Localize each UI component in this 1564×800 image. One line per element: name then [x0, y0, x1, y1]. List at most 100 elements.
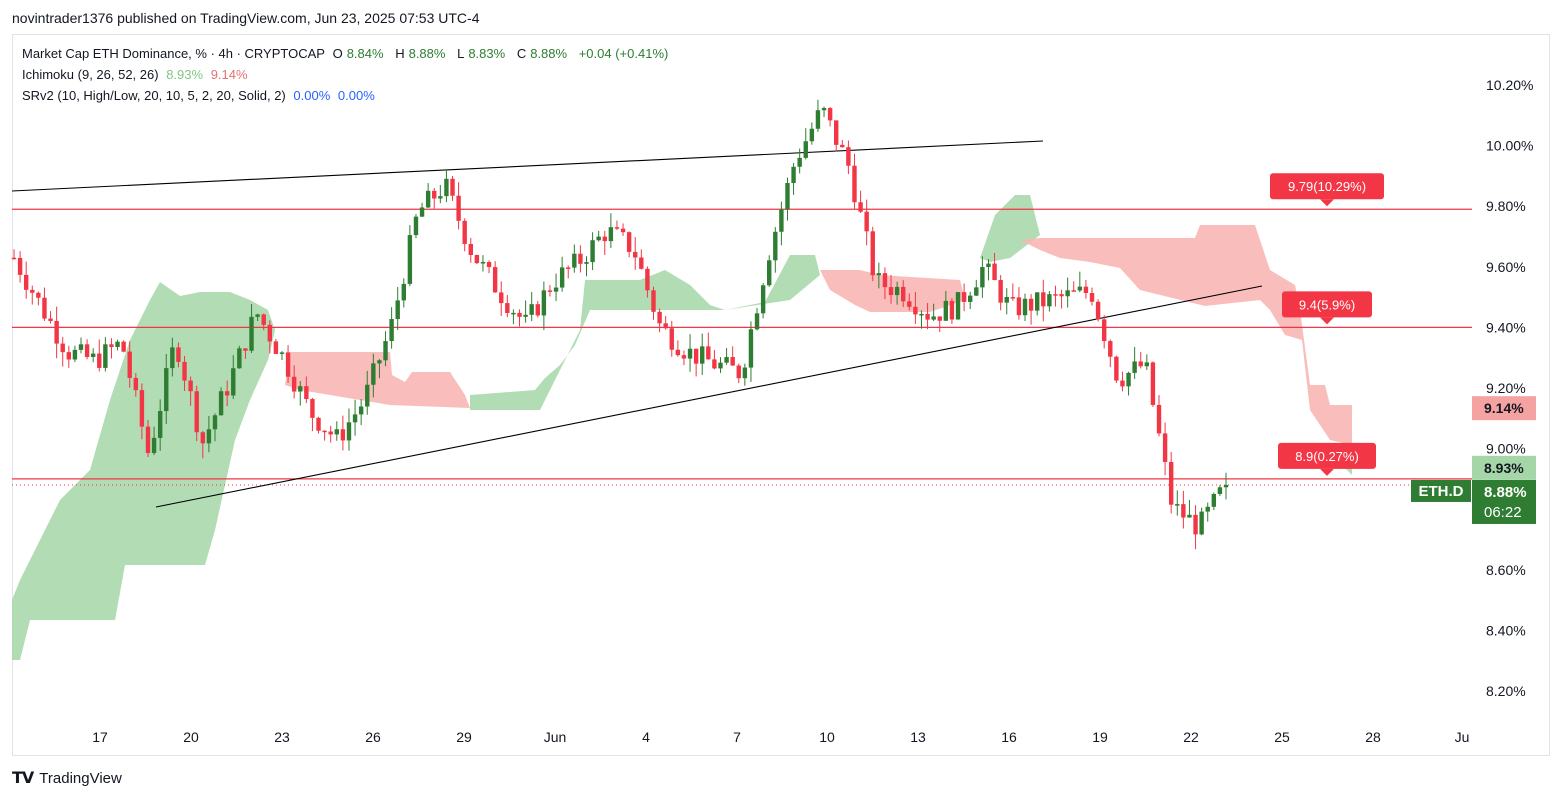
candle-body: [791, 166, 796, 184]
footer-brand[interactable]: 𝗧𝗩 TradingView: [12, 768, 122, 788]
candle-body: [547, 290, 553, 292]
candle-body: [432, 190, 437, 199]
candle-body: [1205, 506, 1210, 512]
upper-trendline: [11, 140, 1044, 192]
candle-body: [693, 348, 699, 364]
candle-body: [285, 352, 291, 377]
candle-body: [1041, 292, 1046, 307]
candle-body: [304, 386, 309, 400]
ichimoku-value-a: 8.93%: [166, 67, 204, 82]
candle-body: [121, 341, 126, 352]
candle-body: [188, 380, 193, 392]
srv2-name[interactable]: SRv2 (10, High/Low, 20, 10, 5, 2, 20, So…: [22, 88, 286, 103]
candle-body: [1065, 290, 1070, 297]
candle-body: [1211, 493, 1217, 507]
x-tick-label: 17: [92, 729, 108, 745]
sr-level-tag-pointer: [1320, 468, 1334, 476]
trendlines: [11, 140, 1263, 508]
candle-body: [553, 287, 559, 292]
candle-body: [1144, 362, 1150, 367]
candle-body: [291, 376, 297, 392]
candle-body: [748, 329, 754, 368]
candle-body: [919, 313, 924, 316]
cloud-red-3: [1020, 225, 1352, 445]
high-label: H: [395, 46, 405, 61]
candle-body: [608, 227, 614, 242]
candle-body: [115, 341, 120, 347]
x-tick-label: 10: [819, 729, 835, 745]
candle-body: [261, 314, 266, 325]
candle-body: [901, 286, 906, 302]
candle-body: [1132, 361, 1137, 373]
ichimoku-a-tag-box: [1472, 455, 1536, 480]
candle-body: [1138, 361, 1143, 367]
cloud-green-3: [980, 195, 1040, 262]
candle-body: [23, 274, 29, 290]
candle-body: [164, 368, 169, 412]
candle-body: [535, 304, 540, 316]
candle-body: [182, 361, 187, 381]
candle-body: [566, 267, 571, 269]
candle-body: [846, 147, 851, 166]
candle-body: [499, 292, 504, 304]
candle-body: [84, 344, 90, 357]
candle-body: [1089, 293, 1095, 302]
candle-body: [1101, 319, 1107, 342]
candle-body: [797, 157, 802, 167]
symbol-tag-text: ETH.D: [1419, 483, 1464, 500]
last-price-text: 8.88%: [1484, 484, 1527, 501]
candle-body: [389, 319, 394, 342]
candle-body: [11, 257, 17, 260]
candle-body: [1034, 292, 1040, 311]
candle-body: [103, 344, 108, 368]
open-label: O: [332, 46, 343, 61]
candle-body: [249, 316, 254, 351]
symbol-tag: ETH.D: [1411, 479, 1471, 502]
candle-body: [511, 312, 516, 315]
candle-body: [298, 386, 303, 392]
candle-body: [633, 251, 638, 258]
x-tick-label: 13: [910, 729, 926, 745]
candle-body: [1071, 290, 1076, 292]
sr-level-tag-pointer: [1320, 317, 1334, 325]
candle-body: [36, 292, 41, 298]
candle-body: [139, 390, 145, 427]
candle-body: [1053, 294, 1058, 296]
candle-body: [456, 195, 461, 221]
cloud-green-1: [12, 282, 275, 660]
y-tick-label: 9.40%: [1486, 319, 1526, 335]
candle-body: [858, 202, 863, 212]
candle-body: [474, 255, 480, 264]
candle-body: [943, 300, 949, 321]
candle-body: [194, 391, 199, 433]
sr-level-tag-box: [1270, 173, 1384, 200]
candle-body: [1004, 296, 1009, 303]
candle-body: [657, 311, 662, 324]
candle-body: [310, 399, 315, 418]
candle-body: [675, 349, 681, 356]
candle-body: [468, 243, 473, 256]
candle-body: [1168, 461, 1174, 505]
candle-body: [316, 417, 321, 431]
sr-levels: 9.79(10.29%) 9.4(5.9%) 8.9(0.27%): [12, 173, 1472, 486]
x-tick-label: 28: [1365, 729, 1381, 745]
candle-body: [1126, 372, 1131, 387]
candle-body: [145, 426, 151, 454]
candle-body: [462, 220, 467, 244]
candle-body: [1181, 504, 1186, 518]
candle-body: [590, 240, 595, 263]
candle-body: [773, 231, 778, 261]
legend-symbol[interactable]: Market Cap ETH Dominance, % · 4h · CRYPT…: [22, 46, 325, 61]
candle-body: [97, 353, 102, 368]
y-tick-label: 9.20%: [1486, 380, 1526, 396]
candle-body: [1162, 433, 1168, 462]
candle-body: [383, 341, 388, 361]
candle-body: [767, 260, 772, 286]
candle-body: [1120, 380, 1125, 387]
candle-body: [279, 352, 285, 354]
candle-body: [584, 262, 589, 264]
candle-body: [559, 267, 565, 288]
low-label: L: [457, 46, 465, 61]
ichimoku-name[interactable]: Ichimoku (9, 26, 52, 26): [22, 67, 159, 82]
